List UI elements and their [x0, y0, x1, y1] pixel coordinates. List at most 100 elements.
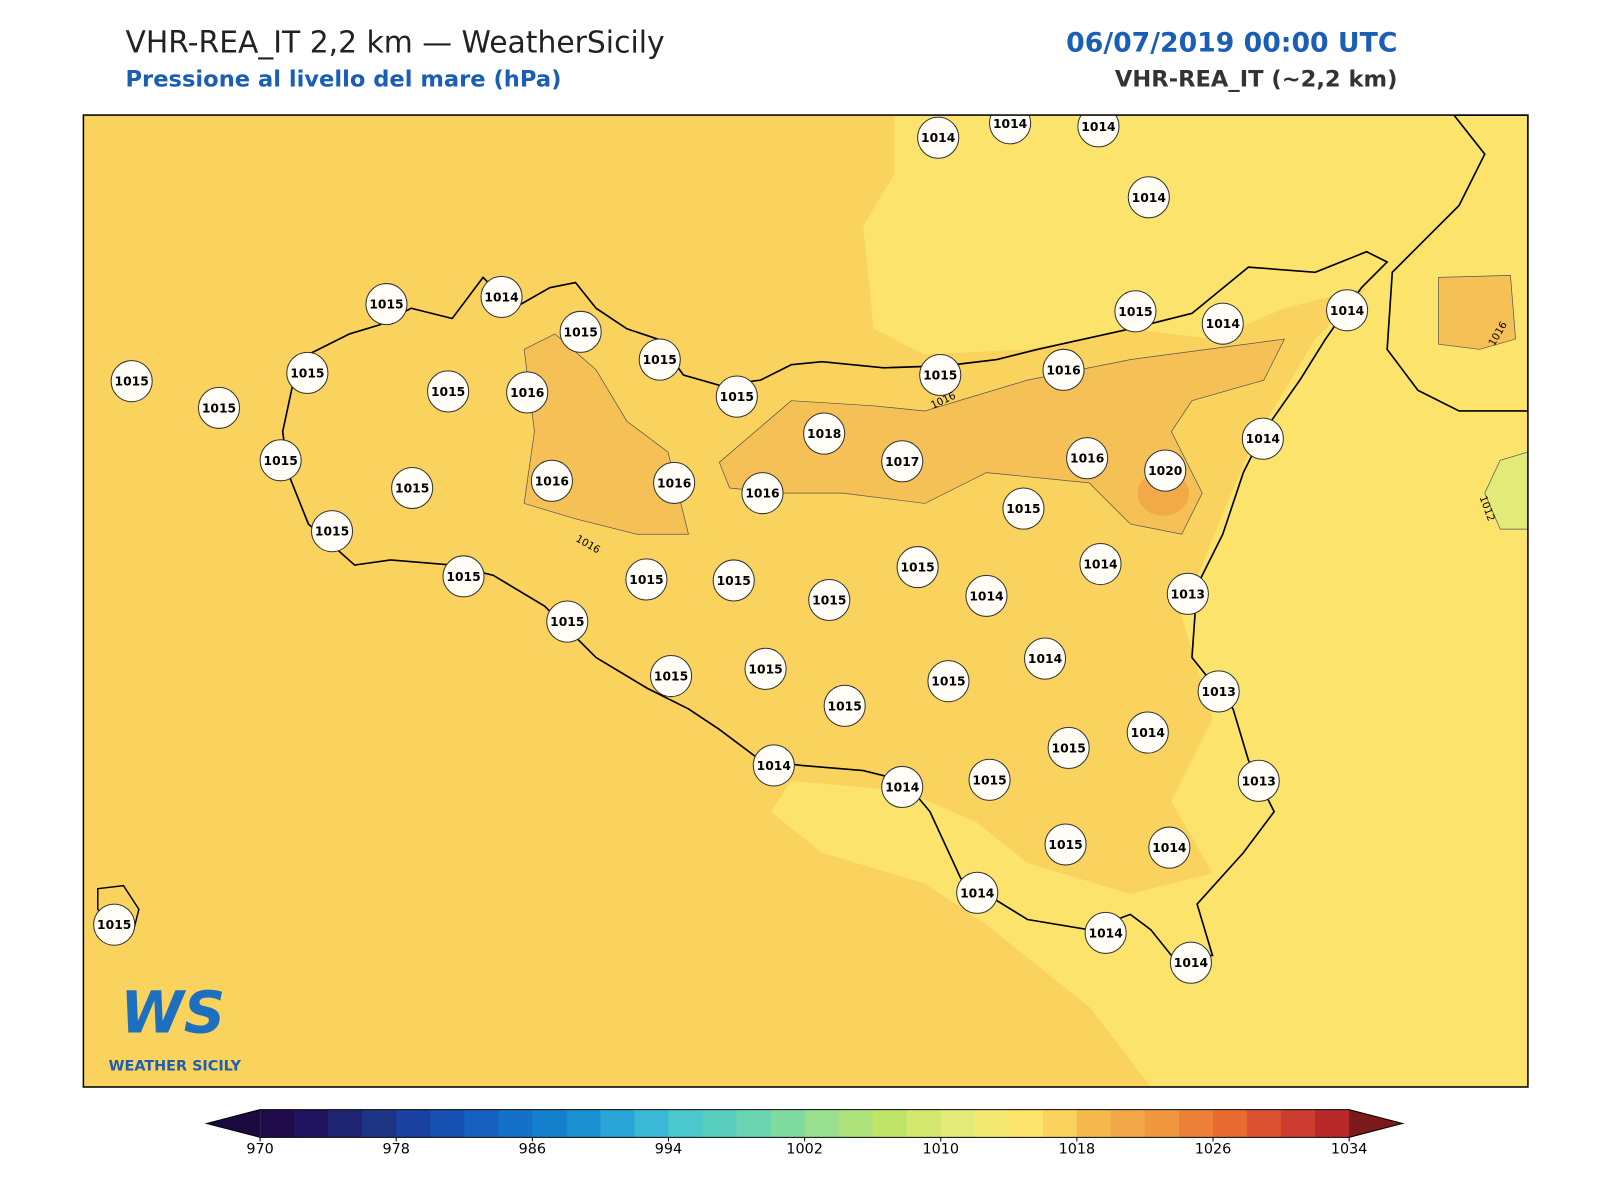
station-marker	[480, 275, 523, 318]
station-marker	[1044, 823, 1087, 866]
station-marker	[638, 338, 681, 381]
station-marker	[653, 461, 696, 504]
station-marker	[956, 871, 999, 914]
colorbar-bin	[1042, 1109, 1078, 1138]
station-marker	[110, 360, 153, 403]
station-marker	[1197, 670, 1240, 713]
station-marker	[1002, 487, 1045, 530]
station-value: 1015	[202, 401, 236, 415]
colorbar-tick-label: 1002	[786, 1142, 823, 1158]
station-value: 1013	[1242, 774, 1276, 788]
colorbar-tick-label: 1034	[1331, 1142, 1368, 1158]
station-value: 1014	[1028, 652, 1062, 666]
station-value: 1015	[900, 561, 934, 575]
station-value: 1015	[828, 699, 862, 713]
station-value: 1015	[812, 594, 846, 608]
station-marker	[93, 903, 136, 946]
colorbar-bin	[1076, 1109, 1112, 1138]
station-marker	[1126, 711, 1169, 754]
station-value: 1015	[931, 675, 965, 689]
coastline	[281, 250, 1389, 957]
station-marker	[365, 283, 408, 326]
station-value: 1015	[97, 918, 131, 932]
colorbar-bin	[1281, 1109, 1316, 1138]
station-value: 1014	[885, 781, 919, 795]
station-marker	[1114, 290, 1157, 333]
station-value: 1015	[643, 353, 677, 367]
colorbar-bin	[770, 1109, 806, 1138]
coastline	[1386, 115, 1528, 412]
station-marker	[823, 684, 866, 727]
station-value: 1015	[115, 375, 149, 389]
colorbar-bin	[532, 1109, 567, 1138]
colorbar-bin	[566, 1109, 601, 1138]
station-value: 1015	[564, 325, 598, 339]
colorbar-bin	[1144, 1109, 1180, 1138]
station-value: 1015	[315, 525, 349, 539]
station-value: 1015	[923, 369, 957, 383]
colorbar-bin	[974, 1109, 1010, 1138]
station-value: 1014	[1131, 726, 1165, 740]
colorbar-bin	[702, 1109, 738, 1138]
colorbar-bin	[396, 1109, 431, 1138]
station-value: 1014	[484, 290, 518, 304]
station-value: 1016	[657, 476, 691, 490]
station-marker	[712, 559, 755, 602]
station-marker	[625, 558, 668, 601]
station-value: 1014	[1152, 841, 1186, 855]
station-marker	[927, 660, 970, 703]
station-value: 1020	[1148, 464, 1182, 478]
station-marker	[559, 310, 602, 353]
colorbar-bin	[464, 1109, 499, 1138]
station-value: 1016	[745, 487, 779, 501]
colorbar-bin	[804, 1109, 840, 1138]
map: 1014 1014 1014 1014 1015 1014 1015 1015 1015 1015…	[83, 115, 1528, 1087]
station-marker	[919, 353, 962, 397]
station-value: 1015	[1052, 741, 1086, 755]
colorbar-bin	[838, 1109, 874, 1138]
colorbar-bin	[600, 1109, 635, 1138]
station-marker	[715, 375, 758, 418]
station-value: 1018	[807, 427, 841, 441]
colorbar-bin	[668, 1109, 704, 1138]
station-value: 1015	[1118, 305, 1152, 319]
station-marker	[1144, 449, 1187, 492]
station-value: 1014	[960, 886, 994, 900]
station-value: 1015	[629, 573, 663, 587]
station-value: 1014	[1246, 432, 1280, 446]
station-value: 1014	[1330, 304, 1364, 318]
station-marker	[965, 574, 1008, 617]
colorbar-bin	[1008, 1109, 1044, 1138]
station-marker	[752, 744, 795, 787]
colorbar: 970 978 986 994 1002 1010 1018 1026 1034	[204, 1109, 1405, 1158]
subtitle: Pressione al livello del mare (hPa)	[126, 67, 562, 93]
date: 06/07/2019 00:00 UTC	[1066, 28, 1397, 59]
station-marker	[1047, 726, 1090, 770]
colorbar-tick-label: 978	[383, 1142, 410, 1158]
station-marker	[989, 115, 1032, 145]
station-value: 1016	[1070, 452, 1104, 466]
station-value: 1015	[1006, 502, 1040, 516]
model: VHR-REA_IT (~2,2 km)	[1115, 67, 1398, 93]
colorbar-bin	[872, 1109, 908, 1138]
stations: 1014 1014 1014 1014 1015 1014 1015 1015 1015 1015…	[93, 115, 1369, 984]
station-value: 1016	[1046, 363, 1080, 377]
station-marker	[881, 765, 924, 809]
station-marker	[741, 472, 784, 515]
station-marker	[506, 371, 549, 414]
station-value: 1015	[1048, 838, 1082, 852]
station-marker	[917, 116, 960, 159]
station-value: 1016	[535, 474, 569, 488]
station-marker	[1237, 759, 1280, 802]
title: VHR-REA_IT 2,2 km — WeatherSicily	[126, 26, 665, 61]
colorbar-tick-label: 970	[246, 1142, 273, 1158]
station-value: 1014	[921, 131, 955, 145]
station-value: 1015	[717, 574, 751, 588]
colorbar-bin	[430, 1109, 465, 1138]
station-value: 1015	[972, 773, 1006, 787]
station-marker	[1148, 826, 1191, 869]
colorbar-bin	[1178, 1109, 1214, 1138]
station-value: 1015	[395, 482, 429, 496]
station-value: 1015	[550, 615, 584, 629]
